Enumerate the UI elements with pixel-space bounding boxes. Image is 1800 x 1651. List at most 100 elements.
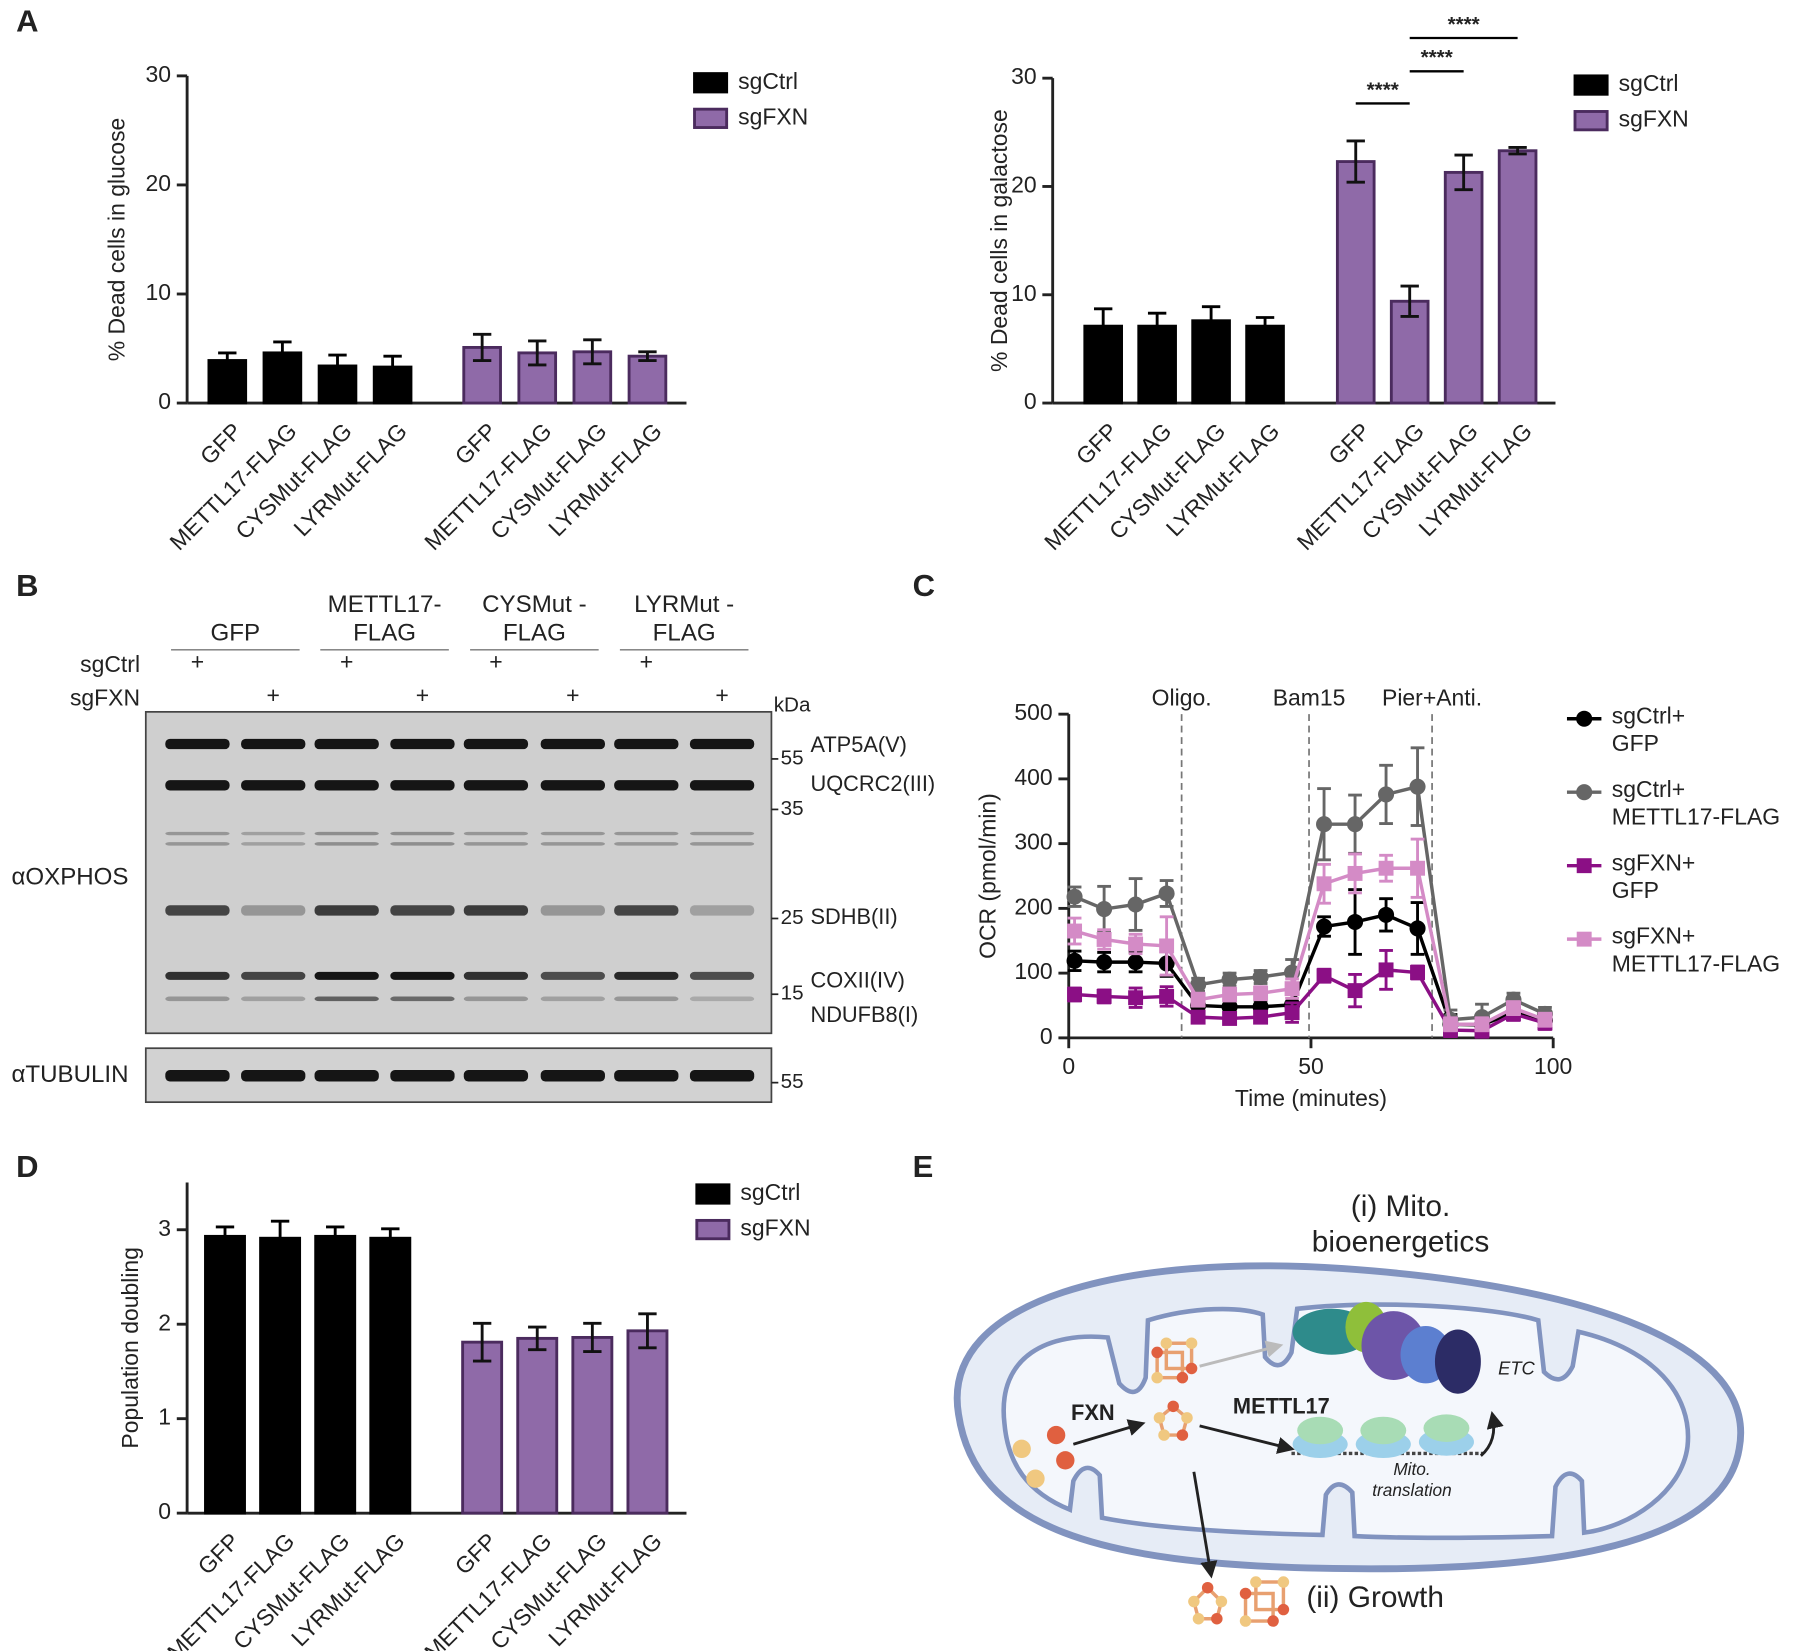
bar [1335,160,1376,405]
blot-band [463,996,529,1002]
legend-marker [1576,784,1593,801]
legend-swatch [695,1183,731,1205]
marker [1537,1012,1553,1028]
legend-swatch [1573,110,1609,132]
marker [1409,920,1426,937]
blot-band [390,780,455,791]
blot-band [463,971,529,980]
blot-band [689,1070,755,1082]
blot-band [614,1070,679,1082]
marker [1378,786,1395,803]
y-tick-label: 0 [1024,388,1037,414]
marker [1067,923,1083,939]
bar [626,1329,669,1515]
legend-label: sgFXN+ GFP [1611,850,1696,904]
marker [1410,965,1426,980]
blot-band [540,971,605,980]
legend-swatch [693,72,729,94]
significance-label: **** [1421,46,1454,69]
series-line [1073,784,1546,1022]
size-marker: 35 [781,797,804,820]
size-marker: 55 [781,1070,804,1093]
marker [1066,952,1083,969]
blot-band [165,905,230,916]
blot-band [463,905,529,916]
marker [1410,860,1426,876]
x-axis-label: Time (minutes) [1235,1085,1387,1111]
marker [1378,906,1395,923]
legend-swatch [695,1218,731,1241]
marker [1158,885,1175,902]
blot-band [390,842,455,846]
marker [1378,962,1394,978]
blot-band [165,842,230,846]
blot-band [689,971,755,980]
event-label: Pier+Anti. [1382,684,1482,710]
legend-swatch [693,107,729,129]
x-tick-label: 50 [1298,1053,1324,1079]
condition-mark: + [489,649,502,675]
legend-label: sgCtrl [738,68,798,94]
legend-label: sgCtrl [740,1179,800,1205]
diagram-label-box: Mito. translation [1372,1460,1451,1500]
blot-band [314,842,379,846]
marker [1347,816,1364,833]
y-tick-label: 500 [1014,699,1052,725]
marker [1096,900,1113,918]
condition-mark: + [267,682,280,708]
marker [1190,1009,1206,1025]
blot-band [165,780,230,791]
marker [1221,998,1238,1015]
y-tick-label: 0 [158,1498,171,1524]
blot-band [689,905,755,916]
blot-band [314,1070,379,1082]
legend-label: sgFXN+ METTL17-FLAG [1611,924,1781,978]
blot-band [165,831,230,836]
blot-band [390,831,455,836]
blot-band [463,780,529,791]
blot-band [614,996,679,1002]
blot-band [314,971,379,980]
blot-band [689,738,755,750]
legend-marker [1576,710,1593,727]
legend-marker [1576,858,1592,874]
blot-band [165,996,230,1002]
y-tick-label: 10 [1011,280,1037,306]
blot-band [390,905,455,916]
y-axis-label: % Dead cells in glucose [103,118,129,362]
marker [1128,990,1144,1006]
panel-label: B [16,568,38,603]
x-tick-label: 0 [1062,1053,1075,1079]
marker [1316,918,1333,935]
legend-marker [1576,931,1592,947]
marker [1096,931,1112,947]
event-label: Bam15 [1273,684,1346,710]
marker [1253,1009,1269,1025]
marker [1128,936,1144,952]
bar [571,1335,614,1515]
condition-label: sgCtrl [80,651,140,677]
marker [1409,778,1426,795]
legend-label-box: sgFXN+ METTL17-FLAG [1611,924,1781,978]
marker [1347,983,1363,999]
blot-band [314,738,379,750]
blot-band [463,831,529,836]
y-tick-label: 3 [158,1215,171,1241]
blot-band [540,831,605,836]
blot-band [241,831,306,836]
size-marker: 25 [781,906,804,929]
legend-label-box: sgCtrl+ METTL17-FLAG [1612,777,1780,830]
legend-label: sgCtrl+ GFP [1611,703,1686,757]
diagram-label: (ii) Growth [1306,1581,1444,1614]
bar [259,1236,302,1515]
condition-mark: + [715,682,728,708]
y-tick-label: 30 [146,61,172,87]
legend-swatch [1573,74,1609,96]
diagram-label: FXN [1071,1400,1115,1425]
marker [1096,988,1112,1004]
lane-group-label-box: CYSMut - FLAG [482,591,586,646]
bar [1497,149,1538,405]
diagram-title: (i) Mito. bioenergetics [1311,1188,1490,1259]
antibody-label: αOXPHOS [11,864,128,891]
